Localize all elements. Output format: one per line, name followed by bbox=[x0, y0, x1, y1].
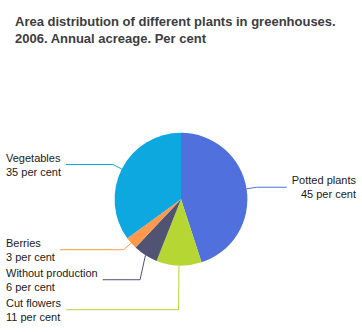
svg-text:45 per cent: 45 per cent bbox=[301, 188, 356, 200]
svg-text:6 per cent: 6 per cent bbox=[6, 281, 55, 293]
svg-text:Berries: Berries bbox=[6, 237, 41, 249]
svg-text:11 per cent: 11 per cent bbox=[6, 311, 60, 323]
svg-text:Cut flowers: Cut flowers bbox=[6, 297, 62, 309]
svg-text:3 per cent: 3 per cent bbox=[6, 251, 55, 263]
svg-text:2006. Annual acreage. Per cent: 2006. Annual acreage. Per cent bbox=[15, 31, 207, 46]
svg-text:35 per cent: 35 per cent bbox=[6, 166, 61, 178]
svg-text:Without production: Without production bbox=[6, 267, 98, 279]
svg-text:Area distribution of different: Area distribution of different plants in… bbox=[15, 14, 336, 29]
svg-text:Potted plants: Potted plants bbox=[292, 174, 357, 186]
svg-text:Vegetables: Vegetables bbox=[6, 152, 61, 164]
